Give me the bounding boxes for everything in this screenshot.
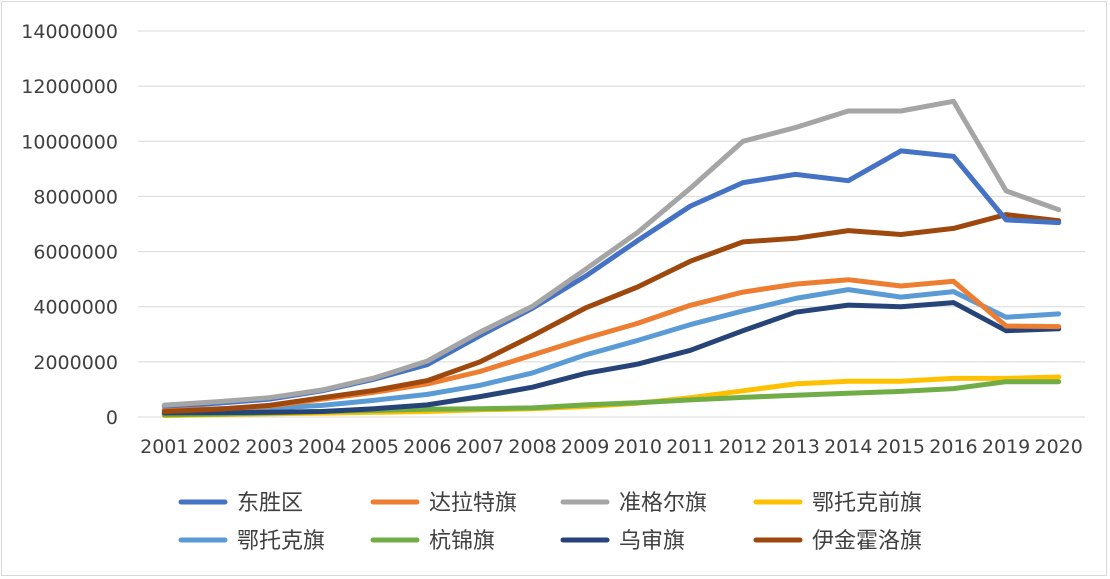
x-tick-label: 2010 — [614, 436, 662, 458]
legend-item: 鄂托克旗 — [178, 529, 325, 554]
x-tick-label: 2007 — [456, 436, 504, 458]
x-tick-label: 2015 — [877, 436, 925, 458]
y-tick-label: 4000000 — [33, 297, 118, 319]
series-line-5 — [161, 287, 1062, 413]
legend-item: 准格尔旗 — [560, 491, 707, 516]
gridlines — [138, 30, 1085, 418]
legend-label: 东胜区 — [237, 491, 303, 516]
x-tick-label: 2013 — [771, 436, 819, 458]
legend-label: 伊金霍洛旗 — [812, 529, 922, 554]
y-tick-label: 0 — [106, 407, 118, 429]
series-line-7 — [161, 300, 1062, 416]
legend-item: 达拉特旗 — [370, 491, 517, 516]
legend-item: 伊金霍洛旗 — [753, 529, 922, 554]
y-tick-label: 2000000 — [33, 352, 118, 374]
legend-label: 达拉特旗 — [429, 491, 517, 516]
legend-label: 准格尔旗 — [619, 491, 707, 516]
legend-label: 杭锦旗 — [429, 529, 495, 554]
y-axis-tick-labels: 0 2000000 4000000 6000000 8000000 10000000 120… — [21, 21, 118, 429]
legend-item: 鄂托克前旗 — [753, 491, 922, 516]
y-tick-label: 14000000 — [21, 21, 118, 43]
legend-label: 乌审旗 — [619, 529, 685, 554]
x-tick-label: 2005 — [351, 436, 399, 458]
y-tick-label: 10000000 — [21, 131, 118, 153]
series-lines — [161, 98, 1062, 419]
legend-item: 乌审旗 — [560, 529, 685, 554]
y-tick-label: 12000000 — [21, 76, 118, 98]
x-tick-label: 2019 — [982, 436, 1030, 458]
series-line-8 — [161, 212, 1062, 414]
series-line-3 — [161, 98, 1062, 408]
x-tick-label: 2006 — [403, 436, 451, 458]
legend-label: 鄂托克旗 — [237, 529, 325, 554]
legend-item: 东胜区 — [178, 491, 303, 516]
x-tick-label: 2016 — [929, 436, 977, 458]
x-tick-label: 2004 — [298, 436, 346, 458]
x-tick-label: 2008 — [508, 436, 556, 458]
x-tick-label: 2011 — [666, 436, 714, 458]
x-tick-label: 2001 — [140, 436, 188, 458]
x-tick-label: 2012 — [719, 436, 767, 458]
x-tick-label: 2003 — [245, 436, 293, 458]
y-tick-label: 8000000 — [33, 186, 118, 208]
legend-item: 杭锦旗 — [370, 529, 495, 554]
x-tick-label: 2002 — [193, 436, 241, 458]
x-tick-label: 2020 — [1035, 436, 1083, 458]
x-tick-label: 2009 — [561, 436, 609, 458]
x-axis-tick-labels: 2001 2002 2003 2004 2005 2006 2007 2008 2009 2010… — [140, 436, 1083, 458]
y-tick-label: 6000000 — [33, 242, 118, 264]
legend-label: 鄂托克前旗 — [812, 491, 922, 516]
x-tick-label: 2014 — [824, 436, 872, 458]
